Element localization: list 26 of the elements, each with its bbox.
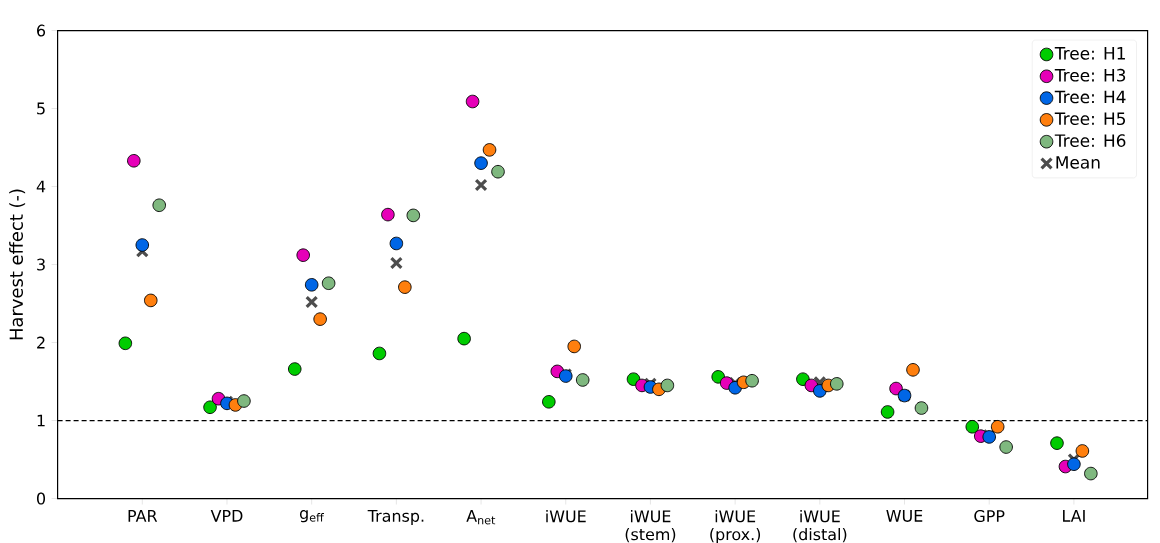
y-tick-label: 1: [37, 414, 45, 427]
x-tick-label: g$_{eff}$: [299, 510, 324, 523]
legend-label: Tree: H4: [1054, 90, 1126, 104]
y-tick-label: 0: [36, 492, 46, 505]
x-tick-label: iWUE (stem): [625, 510, 676, 543]
x-tick-label: A$_{net}$: [466, 510, 496, 525]
legend-label: Tree: H6: [1054, 134, 1126, 147]
x-tick-label: iWUE: [546, 510, 586, 523]
legend-label: Mean: [1056, 156, 1100, 169]
x-tick-label: WUE: [886, 510, 923, 522]
x-tick-label: iWUE (prox.): [710, 510, 761, 543]
x-tick-label: PAR: [128, 510, 158, 522]
x-tick-label: Transp.: [367, 510, 424, 525]
y-tick-label: 5: [37, 102, 45, 115]
y-axis-title: Harvest effect (-): [9, 189, 26, 340]
y-tick-label: 3: [37, 258, 45, 271]
y-tick-label: 4: [36, 180, 46, 193]
y-tick-label: 2: [37, 336, 45, 349]
legend-label: Tree: H3: [1054, 68, 1126, 82]
y-tick-label: 6: [37, 24, 46, 37]
legend-label: Tree: H1: [1054, 47, 1125, 60]
x-tick-label: LAI: [1063, 510, 1085, 522]
legend-label: Tree: H5: [1054, 112, 1126, 126]
x-tick-label: iWUE (distal): [793, 510, 847, 543]
x-tick-label: VPD: [210, 510, 243, 522]
x-tick-label: GPP: [974, 510, 1005, 523]
